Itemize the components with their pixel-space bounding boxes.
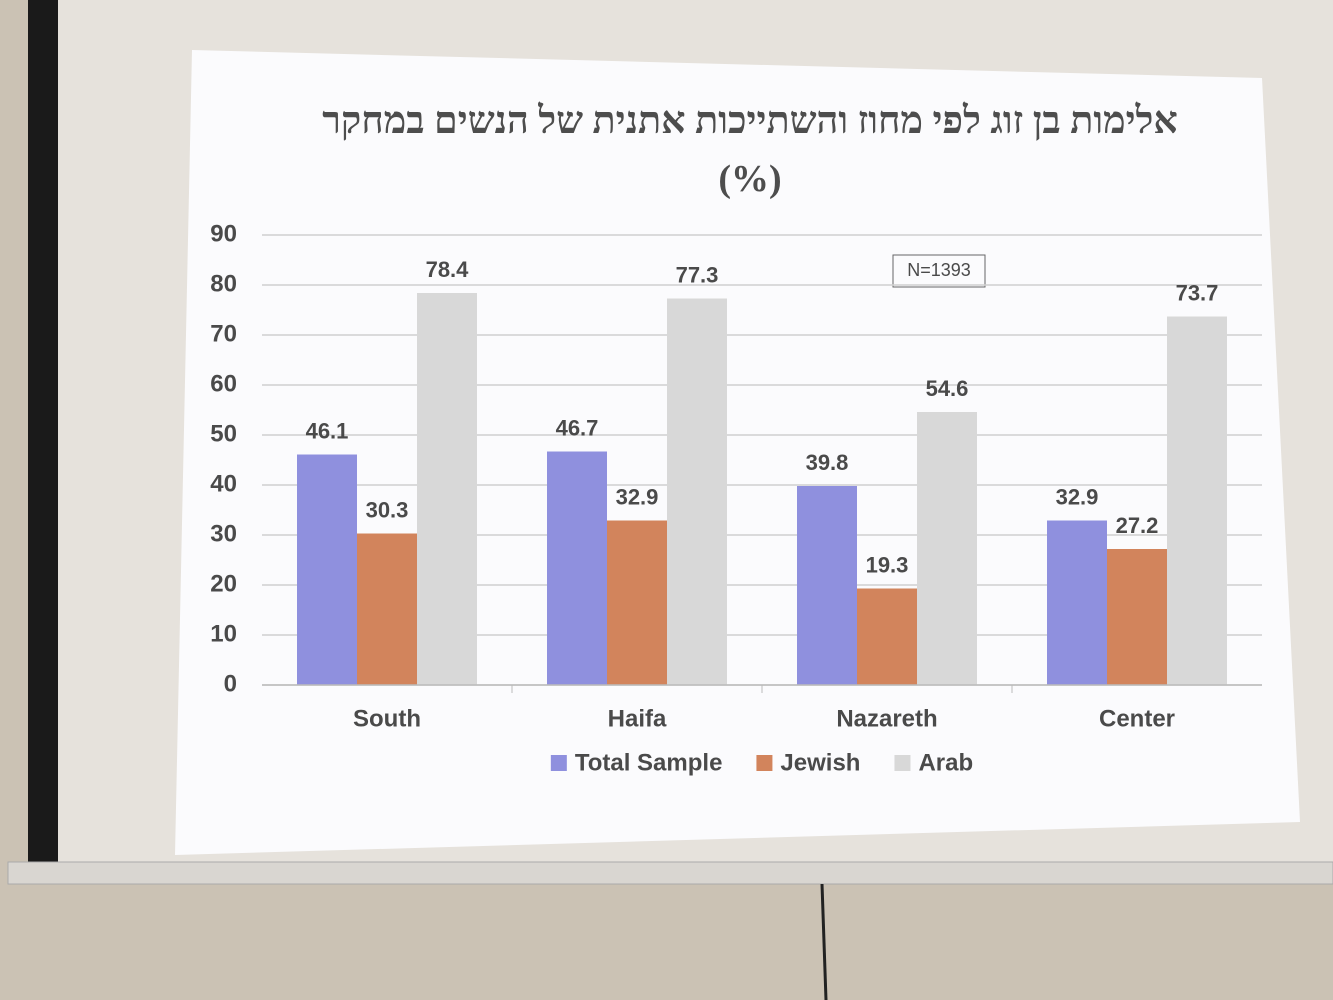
x-tick-label: Nazareth	[836, 705, 937, 732]
y-tick-label: 10	[210, 620, 237, 647]
y-tick-label: 90	[210, 220, 237, 247]
y-tick-label: 50	[210, 420, 237, 447]
screen-frame	[28, 0, 58, 865]
annotation: N=1393	[907, 260, 971, 280]
data-label: 46.7	[556, 415, 599, 440]
data-label: 78.4	[426, 257, 470, 282]
cord	[820, 883, 828, 1000]
bar	[1047, 520, 1107, 685]
bar	[547, 451, 607, 685]
bar	[357, 533, 417, 685]
y-tick-label: 70	[210, 320, 237, 347]
data-label: 73.7	[1176, 280, 1219, 305]
y-tick-label: 40	[210, 470, 237, 497]
y-tick-label: 60	[210, 370, 237, 397]
x-tick-label: Haifa	[608, 705, 667, 732]
y-tick-label: 30	[210, 520, 237, 547]
y-tick-label: 80	[210, 270, 237, 297]
bar	[1167, 316, 1227, 685]
bar	[417, 293, 477, 685]
y-tick-label: 0	[224, 670, 237, 697]
data-label: 30.3	[366, 497, 409, 522]
x-tick-label: South	[353, 705, 421, 732]
annotation-box	[892, 254, 986, 288]
y-tick-label: 20	[210, 570, 237, 597]
data-label: 19.3	[866, 552, 909, 577]
data-label: 39.8	[806, 450, 849, 475]
bar	[917, 412, 977, 685]
legend-swatch	[894, 755, 911, 771]
legend-swatch	[756, 755, 773, 771]
bar	[607, 520, 667, 685]
data-label: 54.6	[926, 376, 969, 401]
bar	[297, 454, 357, 685]
bar	[857, 588, 917, 685]
data-label: 46.1	[306, 418, 349, 443]
data-label: 32.9	[616, 484, 659, 509]
data-label: 27.2	[1116, 513, 1159, 538]
data-label: 32.9	[1056, 484, 1099, 509]
bar	[667, 298, 727, 685]
legend-label: Arab	[918, 749, 973, 776]
legend-label: Total Sample	[575, 749, 723, 776]
legend-swatch	[550, 755, 567, 771]
bar	[1107, 549, 1167, 685]
bar	[797, 486, 857, 685]
data-label: 77.3	[676, 262, 719, 287]
legend-label: Jewish	[780, 749, 860, 776]
chart-title: אלימות בן זוג לפי מחוז והשתייכות אתנית ש…	[322, 100, 1178, 200]
x-tick-label: Center	[1099, 705, 1175, 732]
screen-roller	[7, 861, 1333, 885]
